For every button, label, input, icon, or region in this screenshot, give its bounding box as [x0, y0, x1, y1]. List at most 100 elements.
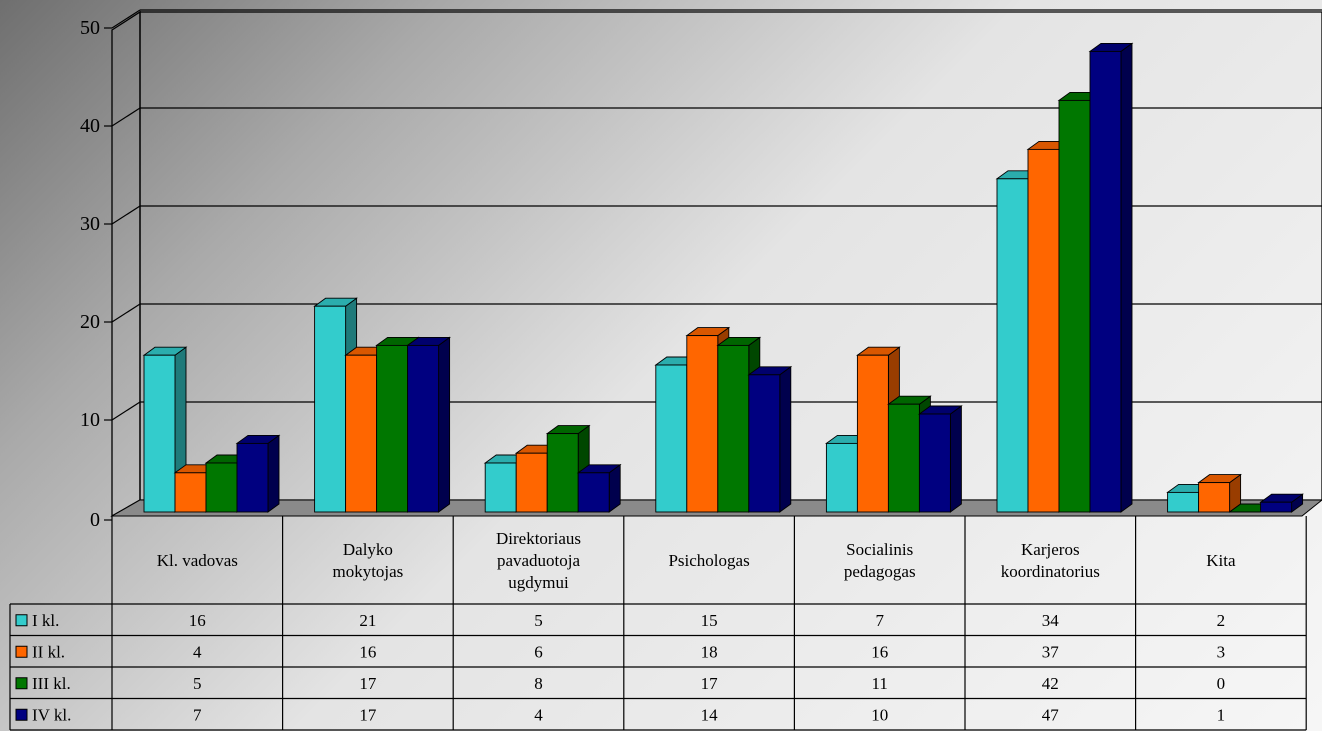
- bar-front: [1198, 482, 1231, 513]
- bar-front: [407, 344, 440, 513]
- bar-front: [345, 354, 378, 513]
- category-label: ugdymui: [508, 573, 569, 592]
- legend-label: IV kl.: [32, 705, 71, 724]
- table-value: 5: [193, 674, 202, 693]
- category-label: Dalyko: [343, 540, 393, 559]
- category-label: Kl. vadovas: [157, 551, 238, 570]
- table-value: 1: [1217, 705, 1226, 724]
- table-value: 7: [875, 611, 884, 630]
- table-value: 17: [701, 674, 719, 693]
- table-value: 8: [534, 674, 543, 693]
- category-label: koordinatorius: [1001, 562, 1100, 581]
- bar-front: [577, 472, 610, 513]
- table-value: 10: [871, 705, 888, 724]
- table-value: 17: [359, 705, 377, 724]
- bar-front: [1027, 148, 1060, 513]
- table-value: 6: [534, 642, 543, 661]
- category-label: Psichologas: [668, 551, 749, 570]
- y-tick-label: 10: [80, 409, 100, 431]
- table-value: 16: [871, 642, 888, 661]
- bar-front: [655, 364, 688, 513]
- side-wall: [111, 10, 141, 518]
- table-value: 2: [1217, 611, 1226, 630]
- category-label: pavaduotoja: [497, 551, 581, 570]
- bar-front: [918, 413, 951, 513]
- table-value: 37: [1042, 642, 1060, 661]
- table-value: 16: [359, 642, 376, 661]
- bar-side: [779, 365, 792, 513]
- table-value: 16: [189, 611, 206, 630]
- bar: [235, 434, 281, 513]
- bar-front: [205, 462, 238, 513]
- bar-front: [515, 452, 548, 513]
- bar-front: [484, 462, 517, 513]
- gridline-side: [111, 401, 141, 421]
- bar-side: [438, 336, 451, 513]
- bar: [406, 336, 451, 513]
- table-value: 34: [1042, 611, 1060, 630]
- bar-front: [1167, 491, 1200, 513]
- table-value: 11: [872, 674, 888, 693]
- bar-side: [1120, 42, 1133, 513]
- table-value: 42: [1042, 674, 1059, 693]
- table-value: 14: [701, 705, 719, 724]
- table-value: 47: [1042, 705, 1060, 724]
- bar-front: [856, 354, 889, 513]
- table-value: 18: [701, 642, 718, 661]
- category-label: pedagogas: [844, 562, 916, 581]
- legend-label: I kl.: [32, 611, 59, 630]
- bar: [1197, 473, 1242, 513]
- bar-front: [825, 442, 858, 513]
- y-tick-label: 20: [80, 311, 100, 333]
- bar-front: [748, 374, 781, 513]
- gridline-side: [111, 303, 141, 323]
- table-value: 4: [534, 705, 543, 724]
- gridline-side: [111, 9, 141, 29]
- bar-front: [887, 403, 920, 513]
- bar-front: [1260, 501, 1293, 513]
- bar-front: [996, 178, 1029, 513]
- y-axis: 0 10 20 30 40 50: [80, 17, 112, 531]
- table-value: 4: [193, 642, 202, 661]
- legend-swatch: [15, 645, 28, 658]
- bar-front: [546, 433, 579, 513]
- legend-label: II kl.: [32, 642, 65, 661]
- table-value: 7: [193, 705, 202, 724]
- category-label: Karjeros: [1021, 540, 1080, 559]
- table-value: 3: [1217, 642, 1226, 661]
- table-value: 5: [534, 611, 543, 630]
- bar: [1259, 493, 1304, 513]
- category-label: mokytojas: [332, 562, 403, 581]
- bar-front: [236, 442, 269, 513]
- bar-front: [1058, 99, 1091, 513]
- y-tick-label: 0: [90, 509, 100, 531]
- y-tick-label: 40: [80, 115, 100, 137]
- bar-front: [174, 472, 207, 513]
- bar: [747, 365, 793, 513]
- table-value: 15: [701, 611, 718, 630]
- table-value: 21: [359, 611, 376, 630]
- gridline-side: [111, 205, 141, 225]
- bar-front: [314, 305, 347, 513]
- legend-swatch: [15, 677, 28, 690]
- bar: [887, 395, 932, 513]
- bar-front: [143, 354, 176, 513]
- category-label: Kita: [1206, 551, 1236, 570]
- data-table: Kl. vadovas Dalyko mokytojas Direktoriaus pa…: [9, 516, 1307, 731]
- legend-swatch: [15, 614, 28, 627]
- bar-side: [267, 434, 280, 513]
- bar: [1088, 42, 1134, 513]
- bar-front: [717, 344, 750, 513]
- bar-side: [949, 405, 962, 513]
- legend-label: III kl.: [32, 674, 71, 693]
- y-tick-label: 30: [80, 213, 100, 235]
- bars: [142, 42, 1304, 513]
- bar-front: [376, 344, 409, 513]
- gridline-side: [111, 107, 141, 127]
- bar: [576, 463, 622, 513]
- category-label: Direktoriaus: [496, 529, 581, 548]
- bar-front: [686, 335, 719, 513]
- legend-swatch: [15, 708, 28, 721]
- y-tick-label: 50: [80, 17, 100, 39]
